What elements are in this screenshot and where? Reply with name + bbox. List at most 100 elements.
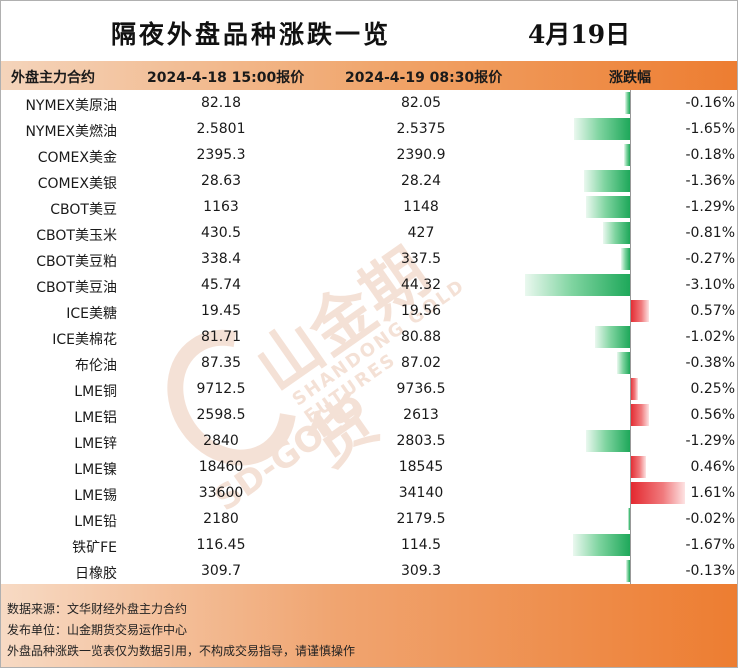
page-title: 隔夜外盘品种涨跌一览	[111, 20, 392, 49]
contract-name: 布伦油	[75, 358, 117, 374]
header-price2: 2024-4-19 08:30报价	[345, 70, 503, 86]
price-0418: 9712.5	[196, 381, 246, 397]
table-row: CBOT美玉米 430.5 427 -0.81%	[1, 220, 737, 246]
contract-name: LME铝	[74, 410, 117, 426]
price-0418: 430.5	[200, 225, 242, 241]
change-bar	[624, 92, 630, 114]
table-row: CBOT美豆油 45.74 44.32 -3.10%	[1, 272, 737, 298]
change-bar	[630, 300, 650, 322]
price-0418: 2180	[203, 511, 239, 527]
table-row: LME铝 2598.5 2613 0.56%	[1, 402, 737, 428]
contract-name: ICE美糖	[66, 306, 117, 322]
contract-name: CBOT美豆	[50, 202, 117, 218]
price-0418: 81.71	[200, 329, 242, 345]
contract-name: LME镍	[74, 462, 117, 478]
price-0419: 1148	[403, 199, 439, 215]
table-row: LME镍 18460 18545 0.46%	[1, 454, 737, 480]
change-bar	[628, 508, 630, 530]
table-row: CBOT美豆 1163 1148 -1.29%	[1, 194, 737, 220]
change-bar	[617, 352, 630, 374]
change-bar	[586, 196, 630, 218]
change-bar	[525, 274, 630, 296]
footer-disclaimer: 外盘品种涨跌一览表仅为数据引用，不构成交易指导，请谨慎操作	[7, 644, 356, 658]
table-row: CBOT美豆粕 338.4 337.5 -0.27%	[1, 246, 737, 272]
change-bar	[620, 248, 630, 270]
price-0418: 18460	[198, 459, 244, 475]
table-row: NYMEX美燃油 2.5801 2.5375 -1.65%	[1, 116, 737, 142]
contract-name: CBOT美豆粕	[36, 254, 117, 270]
contract-name: ICE美棉花	[52, 332, 117, 348]
table-row: ICE美糖 19.45 19.56 0.57%	[1, 298, 737, 324]
title-bar: 隔夜外盘品种涨跌一览 4月19日	[1, 1, 737, 61]
change-pct: -0.38%	[685, 355, 735, 371]
price-0419: 309.3	[400, 563, 442, 579]
price-0419: 44.32	[400, 277, 442, 293]
price-0419: 2613	[403, 407, 439, 423]
table-header: 外盘主力合约 2024-4-18 15:00报价 2024-4-19 08:30…	[1, 61, 737, 90]
price-0418: 82.18	[200, 95, 242, 111]
price-0419: 28.24	[400, 173, 442, 189]
change-bar	[602, 222, 630, 244]
table-row: 日橡胶 309.7 309.3 -0.13%	[1, 558, 737, 584]
table-row: 布伦油 87.35 87.02 -0.38%	[1, 350, 737, 376]
table-row: COMEX美金 2395.3 2390.9 -0.18%	[1, 142, 737, 168]
change-bar	[630, 456, 646, 478]
change-bar	[595, 326, 630, 348]
price-0419: 2390.9	[396, 147, 446, 163]
change-bar	[583, 170, 630, 192]
header-change: 涨跌幅	[609, 70, 651, 86]
change-pct: 1.61%	[690, 485, 735, 501]
price-0419: 114.5	[400, 537, 442, 553]
table-row: LME铅 2180 2179.5 -0.02%	[1, 506, 737, 532]
contract-name: COMEX美金	[37, 150, 117, 166]
price-0419: 2179.5	[396, 511, 446, 527]
table-row: ICE美棉花 81.71 80.88 -1.02%	[1, 324, 737, 350]
price-0419: 427	[407, 225, 435, 241]
price-0418: 338.4	[200, 251, 242, 267]
contract-name: NYMEX美燃油	[25, 124, 117, 140]
change-pct: -1.65%	[685, 121, 735, 137]
price-0419: 80.88	[400, 329, 442, 345]
change-pct: -0.16%	[685, 95, 735, 111]
bar-zero-axis	[630, 90, 631, 584]
price-0419: 87.02	[400, 355, 442, 371]
contract-name: 日橡胶	[75, 566, 117, 582]
table-row: NYMEX美原油 82.18 82.05 -0.16%	[1, 90, 737, 116]
price-0418: 2.5801	[196, 121, 246, 137]
change-pct: -0.81%	[685, 225, 735, 241]
change-bar	[586, 430, 630, 452]
price-0419: 2.5375	[396, 121, 446, 137]
change-pct: -3.10%	[685, 277, 735, 293]
table-row: LME锡 33600 34140 1.61%	[1, 480, 737, 506]
change-pct: -1.36%	[685, 173, 735, 189]
footer-source: 数据来源：文华财经外盘主力合约	[7, 602, 188, 616]
price-0418: 2598.5	[196, 407, 246, 423]
change-pct: -1.29%	[685, 433, 735, 449]
price-0418: 28.63	[200, 173, 242, 189]
change-pct: -0.02%	[685, 511, 735, 527]
header-price1: 2024-4-18 15:00报价	[147, 70, 305, 86]
contract-name: LME铅	[74, 514, 117, 530]
price-0419: 82.05	[400, 95, 442, 111]
price-0419: 9736.5	[396, 381, 446, 397]
contract-name: COMEX美银	[37, 176, 117, 192]
report-date: 4月19日	[528, 20, 631, 49]
price-0418: 309.7	[200, 563, 242, 579]
footer: 数据来源：文华财经外盘主力合约 发布单位：山金期货交易运作中心 外盘品种涨跌一览…	[1, 584, 737, 667]
change-pct: -0.27%	[685, 251, 735, 267]
price-0418: 2395.3	[196, 147, 246, 163]
change-pct: -0.13%	[685, 563, 735, 579]
price-0419: 337.5	[400, 251, 442, 267]
price-0419: 34140	[398, 485, 444, 501]
contract-name: LME锡	[74, 488, 117, 504]
contract-name: LME铜	[74, 384, 117, 400]
price-0419: 18545	[398, 459, 444, 475]
price-0418: 1163	[203, 199, 239, 215]
price-0418: 116.45	[196, 537, 246, 553]
price-0418: 19.45	[200, 303, 242, 319]
price-0418: 45.74	[200, 277, 242, 293]
price-0418: 2840	[203, 433, 239, 449]
contract-name: NYMEX美原油	[25, 98, 117, 114]
price-0418: 87.35	[200, 355, 242, 371]
